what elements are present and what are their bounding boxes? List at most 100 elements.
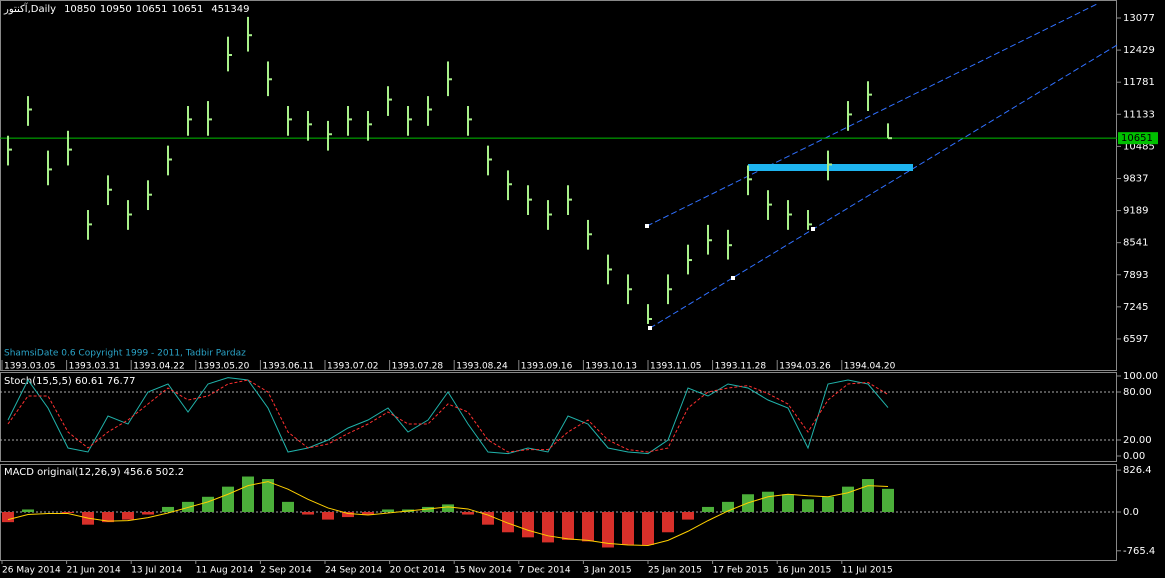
signal-line — [7, 481, 889, 546]
macd-bar — [302, 512, 314, 515]
support-zone — [748, 164, 913, 171]
anchor — [811, 227, 815, 231]
y-tick-label: 826.4 — [1123, 465, 1152, 476]
macd-bar — [562, 512, 574, 540]
macd-bar — [502, 512, 514, 533]
low: 10651 — [136, 4, 168, 15]
x-tick-label: 3 Jan 2015 — [583, 566, 631, 576]
x-tick-label: 11 Jul 2015 — [842, 566, 893, 576]
macd-bar — [342, 512, 354, 518]
y-tick-label: 7245 — [1123, 302, 1148, 313]
macd-bar — [622, 512, 634, 545]
macd-bar — [242, 476, 254, 512]
y-tick-label: 20.00 — [1123, 435, 1152, 446]
header: آکنتور,Daily 10850 10950 10651 10651 451349 — [3, 2, 250, 15]
y-tick-label: 12429 — [1123, 45, 1155, 56]
shamsi-label: 1394.03.26 — [779, 362, 831, 372]
x-tick-label: 2 Sep 2014 — [260, 566, 312, 576]
y-tick-label: 8541 — [1123, 238, 1148, 249]
macd-bar — [222, 486, 234, 512]
macd-bar — [262, 479, 274, 512]
macd-bar — [462, 512, 474, 515]
macd-bar — [762, 491, 774, 512]
macd-bar — [582, 512, 594, 542]
y-tick-label: 13077 — [1123, 13, 1155, 24]
macd-bar — [702, 506, 714, 512]
macd-bar — [822, 496, 834, 512]
macd-bar — [722, 501, 734, 512]
x-tick-label: 26 May 2014 — [2, 566, 61, 576]
x-tick-label: 25 Jan 2015 — [648, 566, 702, 576]
close: 10651 — [172, 4, 204, 15]
macd-bar — [362, 512, 374, 515]
y-tick-label: 7893 — [1123, 270, 1148, 281]
x-tick-label: 11 Aug 2014 — [196, 566, 254, 576]
open: 10850 — [64, 4, 96, 15]
macd-bar — [22, 509, 34, 512]
x-tick-label: 15 Nov 2014 — [454, 566, 512, 576]
y-tick-label: 9189 — [1123, 206, 1148, 217]
shamsi-label: 1393.08.24 — [456, 362, 508, 372]
macd-bar — [122, 512, 134, 520]
macd-bar — [882, 488, 894, 512]
y-tick-label: 80.00 — [1123, 387, 1152, 398]
macd-bar — [422, 506, 434, 512]
x-tick-label: 17 Feb 2015 — [713, 566, 769, 576]
x-tick-label: 20 Oct 2014 — [390, 566, 446, 576]
shamsi-label: 1393.11.05 — [650, 362, 702, 372]
macd-bar — [162, 506, 174, 512]
shamsi-label: 1393.04.22 — [133, 362, 185, 372]
macd-bar — [322, 512, 334, 520]
shamsi-label: 1393.06.11 — [262, 362, 314, 372]
macd-bar — [642, 512, 654, 545]
y-tick-label: 100.00 — [1123, 371, 1158, 382]
y-tick-label: 10485 — [1123, 141, 1155, 152]
volume: 451349 — [211, 4, 249, 15]
price-label: 10651 — [1121, 133, 1153, 144]
main-panel — [0, 0, 1117, 371]
macd-bar — [2, 512, 14, 523]
macd-bar — [382, 509, 394, 512]
macd-bar — [102, 512, 114, 523]
symbol: آکنتور,Daily — [3, 2, 56, 15]
shamsi-label: 1393.07.28 — [392, 362, 444, 372]
x-tick-label: 7 Dec 2014 — [519, 566, 571, 576]
stoch-panel — [0, 372, 1117, 462]
y-tick-label: 11781 — [1123, 77, 1155, 88]
macd-bar — [542, 512, 554, 543]
macd-bar — [782, 494, 794, 512]
x-tick-label: 16 Jun 2015 — [777, 566, 831, 576]
shamsi-label: 1394.04.20 — [844, 362, 896, 372]
channel-lower — [649, 44, 1118, 329]
macd-bar — [802, 499, 814, 512]
shamsi-label: 1393.05.20 — [198, 362, 250, 372]
y-tick-label: 0.0 — [1123, 507, 1139, 518]
macd-bar — [442, 504, 454, 512]
macd-bar — [862, 479, 874, 512]
x-tick-label: 21 Jun 2014 — [67, 566, 121, 576]
anchor — [648, 326, 652, 330]
x-tick-label: 24 Sep 2014 — [325, 566, 382, 576]
channel — [646, 3, 1118, 329]
macd-bar — [602, 512, 614, 548]
macd-title: MACD original(12,26,9) 456.6 502.2 — [4, 467, 184, 478]
y-tick-label: 9837 — [1123, 173, 1148, 184]
anchor — [645, 224, 649, 228]
shamsi-label: 1393.03.05 — [4, 362, 56, 372]
high: 10950 — [100, 4, 132, 15]
y-tick-label: 0.00 — [1123, 451, 1145, 462]
macd-bar — [662, 512, 674, 533]
macd-bar — [842, 486, 854, 512]
y-tick-label: -765.4 — [1123, 546, 1155, 557]
shamsi-label: 1393.03.31 — [69, 362, 121, 372]
channel-points — [645, 224, 815, 330]
shamsi-label: 1393.07.02 — [327, 362, 379, 372]
x-tick-label: 13 Jul 2014 — [131, 566, 182, 576]
macd-bar — [282, 501, 294, 512]
price-box — [1118, 132, 1158, 145]
macd-bar — [522, 512, 534, 538]
macd-bar — [482, 512, 494, 525]
y-tick-label: 6597 — [1123, 334, 1148, 345]
